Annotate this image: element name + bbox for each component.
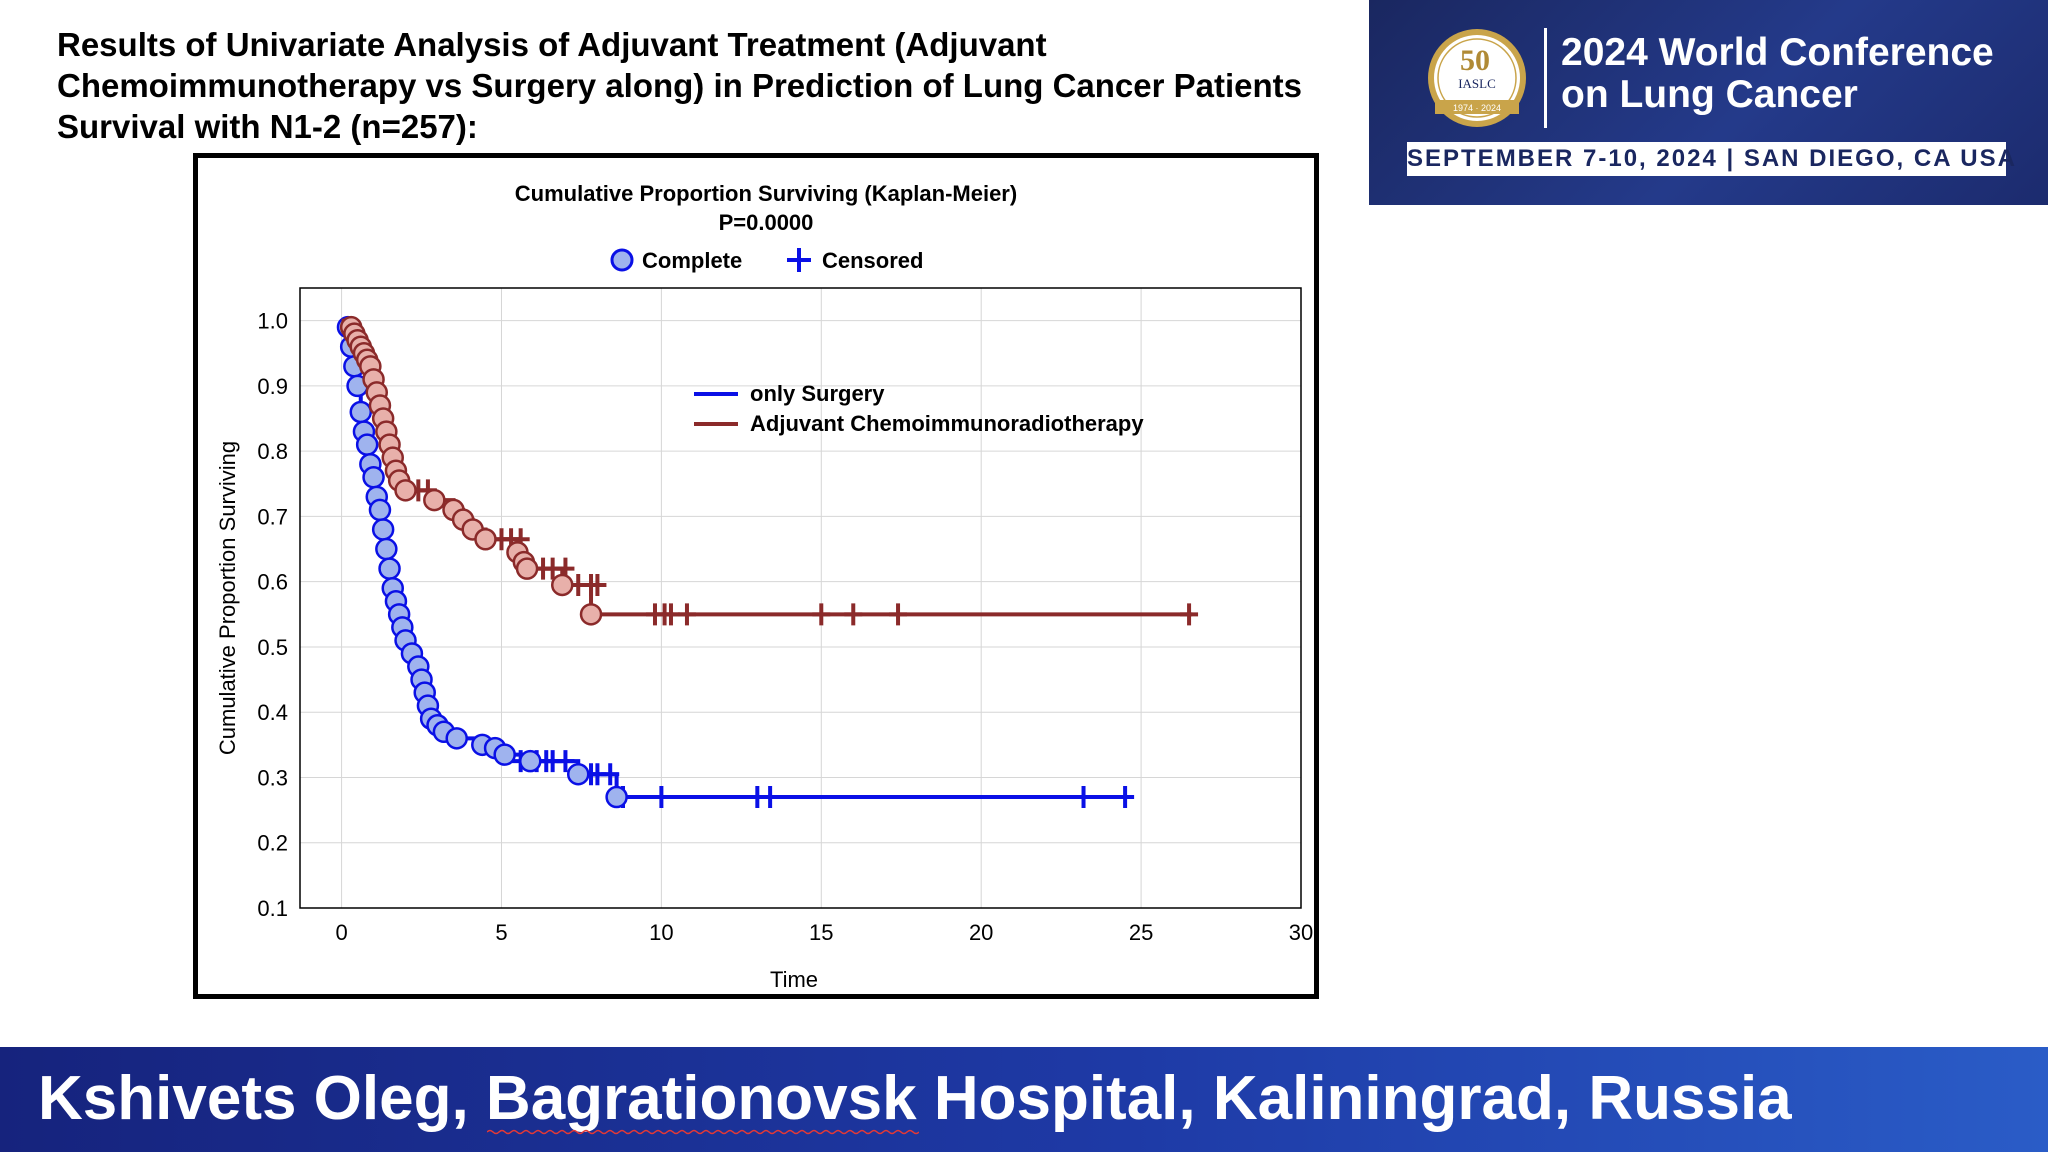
series-layer bbox=[336, 315, 1199, 809]
conference-title-line1: 2024 World Conference bbox=[1561, 31, 1994, 74]
y-tick-label: 0.1 bbox=[257, 896, 288, 921]
censored-marker-icon bbox=[787, 248, 811, 272]
y-tick-label: 0.2 bbox=[257, 831, 288, 856]
censored-mark bbox=[844, 603, 863, 626]
banner-divider bbox=[1544, 28, 1547, 128]
event-point bbox=[566, 762, 590, 786]
y-tick-label: 0.6 bbox=[257, 570, 288, 595]
event-point bbox=[423, 488, 446, 512]
event-point bbox=[362, 466, 385, 489]
event-point bbox=[375, 537, 398, 561]
event-point bbox=[605, 785, 628, 809]
y-axis-label: Cumulative Proportion Surviving bbox=[215, 441, 240, 755]
censored-mark bbox=[761, 786, 780, 809]
plot-area bbox=[299, 287, 1302, 909]
event-point bbox=[378, 557, 401, 580]
event-point bbox=[349, 400, 373, 424]
x-axis-label: Time bbox=[770, 967, 818, 992]
y-tick-label: 0.8 bbox=[257, 439, 288, 464]
x-tick-label: 25 bbox=[1129, 920, 1153, 945]
legend-label-adjuvant: Adjuvant Chemoimmunoradiotherapy bbox=[750, 411, 1144, 436]
marker-legend-complete-label: Complete bbox=[642, 248, 742, 273]
censored-mark bbox=[661, 603, 680, 626]
censored-mark bbox=[812, 603, 831, 626]
y-tick-label: 0.4 bbox=[257, 700, 288, 725]
x-tick-label: 0 bbox=[335, 920, 347, 945]
marker-legend-censored-label: Censored bbox=[822, 248, 923, 273]
x-tick-label: 20 bbox=[969, 920, 993, 945]
event-point bbox=[519, 749, 542, 773]
censored-mark bbox=[652, 786, 671, 809]
x-tick-label: 30 bbox=[1289, 920, 1313, 945]
censored-mark bbox=[1180, 603, 1199, 626]
iaslc-50-seal-icon: 50 IASLC 1974 · 2024 bbox=[1428, 29, 1526, 127]
legend-label-only-surgery: only Surgery bbox=[750, 381, 885, 406]
x-tick-label: 15 bbox=[809, 920, 833, 945]
y-tick-label: 0.3 bbox=[257, 765, 288, 790]
event-point bbox=[515, 557, 539, 580]
seal-text: IASLC bbox=[1458, 76, 1496, 91]
event-point bbox=[371, 518, 395, 541]
event-point bbox=[355, 433, 379, 456]
survival-curve bbox=[341, 318, 1193, 617]
kaplan-meier-chart: Cumulative Proportion Surviving (Kaplan-… bbox=[215, 181, 1313, 992]
censored-mark bbox=[601, 763, 620, 786]
censored-mark bbox=[677, 603, 696, 626]
event-point bbox=[550, 573, 574, 597]
event-point bbox=[579, 603, 603, 626]
event-point bbox=[445, 727, 468, 750]
complete-marker-icon bbox=[610, 248, 634, 272]
conference-dates: SEPTEMBER 7-10, 2024 | SAN DIEGO, CA USA bbox=[1407, 142, 2015, 176]
y-axis-ticks: 0.1 0.2 0.3 0.4 0.5 0.6 0.7 0.8 0.9 1.0 bbox=[257, 309, 288, 921]
x-tick-label: 10 bbox=[649, 920, 673, 945]
censored-mark bbox=[1074, 786, 1093, 809]
seal-number: 50 bbox=[1460, 44, 1490, 77]
footer-bar: Kshivets Oleg, Bagrationovsk Hospital, K… bbox=[0, 1047, 2048, 1152]
y-tick-label: 0.7 bbox=[257, 504, 288, 529]
slide-title: Results of Univariate Analysis of Adjuva… bbox=[57, 26, 1303, 145]
chart-title: Cumulative Proportion Surviving (Kaplan-… bbox=[515, 181, 1017, 206]
event-point bbox=[493, 743, 516, 766]
censored-mark bbox=[1116, 786, 1135, 809]
y-tick-label: 1.0 bbox=[257, 309, 288, 334]
y-tick-label: 0.5 bbox=[257, 635, 288, 660]
event-point bbox=[394, 479, 417, 502]
event-point bbox=[368, 498, 392, 522]
series-0 bbox=[336, 315, 1135, 809]
censored-mark bbox=[588, 573, 607, 596]
footer-author-affiliation: Kshivets Oleg, Bagrationovsk Hospital, K… bbox=[38, 1064, 1792, 1133]
event-point bbox=[474, 528, 497, 551]
conference-title-line2: on Lung Cancer bbox=[1561, 73, 1858, 116]
y-tick-label: 0.9 bbox=[257, 374, 288, 399]
conference-banner: 50 IASLC 1974 · 2024 2024 World Conferen… bbox=[1369, 0, 2048, 205]
series-legend: only Surgery Adjuvant Chemoimmunoradioth… bbox=[694, 381, 1144, 436]
seal-years: 1974 · 2024 bbox=[1453, 103, 1501, 113]
chart-frame: Cumulative Proportion Surviving (Kaplan-… bbox=[193, 153, 1319, 999]
censored-mark bbox=[556, 750, 575, 773]
censored-mark bbox=[889, 603, 908, 626]
chart-subtitle: P=0.0000 bbox=[719, 210, 814, 235]
series-1 bbox=[339, 315, 1199, 626]
x-tick-label: 5 bbox=[495, 920, 507, 945]
marker-legend: Complete Censored bbox=[610, 248, 923, 273]
x-axis-ticks: 0 5 10 15 20 25 30 bbox=[335, 920, 1313, 945]
spellcheck-underline bbox=[487, 1129, 919, 1135]
